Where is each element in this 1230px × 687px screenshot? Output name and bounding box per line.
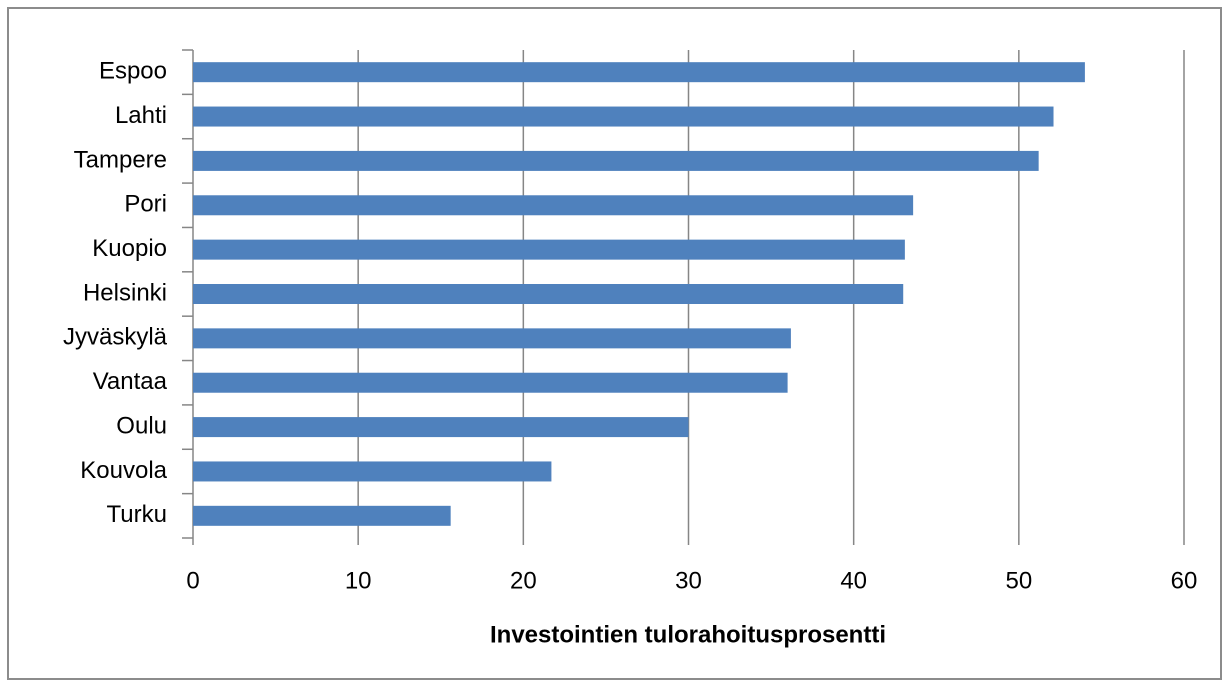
bar xyxy=(193,505,451,526)
bar xyxy=(193,195,914,216)
x-tick-label: 40 xyxy=(840,567,867,594)
y-tick-label: Kouvola xyxy=(80,457,167,484)
bar xyxy=(193,284,904,304)
bar xyxy=(193,106,1054,127)
x-tick-label: 60 xyxy=(1171,567,1198,594)
x-axis-title: Investointien tulorahoitusprosentti xyxy=(490,621,886,648)
y-tick-label: Tampere xyxy=(74,146,167,173)
bar xyxy=(193,372,788,393)
x-tick-label: 20 xyxy=(510,567,537,594)
bar xyxy=(193,62,1085,83)
x-tick-label: 50 xyxy=(1005,567,1032,594)
bar xyxy=(193,239,905,260)
y-tick-label: Pori xyxy=(124,191,167,218)
y-tick-label: Turku xyxy=(107,501,167,528)
x-tick-label: 0 xyxy=(186,567,199,594)
bar xyxy=(193,417,689,438)
y-tick-label: Lahti xyxy=(115,102,167,129)
y-tick-label: Helsinki xyxy=(83,279,167,306)
x-tick-label: 10 xyxy=(345,567,372,594)
y-tick-label: Vantaa xyxy=(93,368,168,395)
bar xyxy=(193,150,1039,171)
bar xyxy=(193,328,791,349)
y-tick-label: Oulu xyxy=(116,412,167,439)
bar xyxy=(193,461,552,482)
y-tick-label: Espoo xyxy=(99,58,167,85)
y-tick-label: Jyväskylä xyxy=(63,324,168,351)
x-tick-label: 30 xyxy=(675,567,702,594)
y-tick-label: Kuopio xyxy=(92,235,167,262)
